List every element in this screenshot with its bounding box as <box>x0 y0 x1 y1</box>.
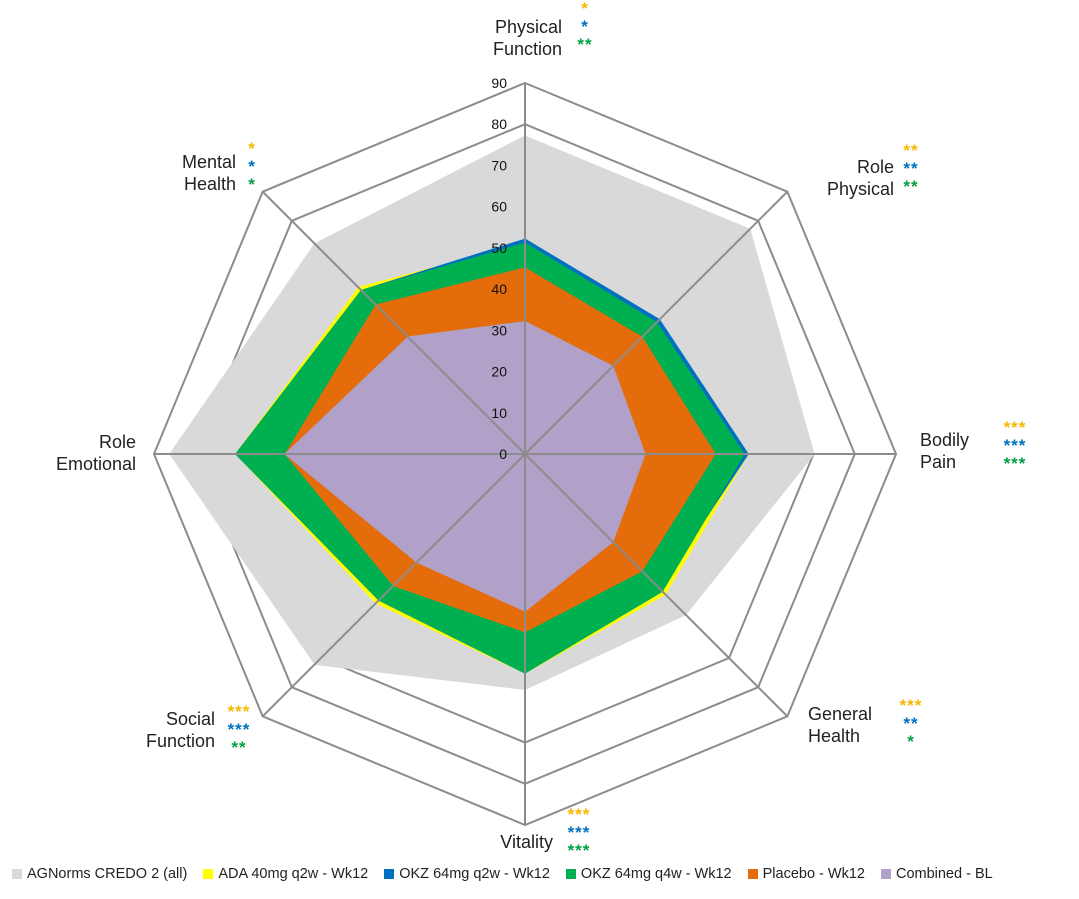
legend-label: ADA 40mg q2w - Wk12 <box>218 866 369 882</box>
significance-bodily-pain-2: *** <box>1004 436 1027 455</box>
significance-social-function-2: *** <box>228 720 251 739</box>
radial-tick-labels: 0 10 20 30 40 50 60 70 80 90 <box>491 75 507 462</box>
spoke-social-function <box>261 453 526 718</box>
legend-swatch <box>12 869 22 879</box>
legend-item-okz-64mg-q4w-wk12: OKZ 64mg q4w - Wk12 <box>565 866 732 882</box>
significance-markers: ****************************************… <box>228 0 1027 860</box>
axis-label-role-emotional: Role Emotional <box>56 432 136 474</box>
legend-swatch <box>747 869 758 879</box>
significance-bodily-pain-1: *** <box>1004 418 1027 437</box>
significance-mental-health-2: * <box>248 157 256 176</box>
tick-label-70: 70 <box>491 157 507 173</box>
legend-swatch <box>384 869 395 879</box>
axis-label-physical-function: Physical Function <box>493 17 562 59</box>
tick-label-50: 50 <box>491 240 507 256</box>
tick-label-30: 30 <box>491 322 507 338</box>
radar-series <box>169 135 815 690</box>
legend-label: OKZ 64mg q2w - Wk12 <box>399 866 550 882</box>
radar-spokes <box>154 83 896 825</box>
significance-vitality-3: *** <box>568 841 591 860</box>
legend-label: Combined - BL <box>895 866 993 882</box>
legend-item-agnorms-credo-2-all: AGNorms CREDO 2 (all) <box>12 866 187 882</box>
tick-label-40: 40 <box>491 281 507 297</box>
legend-label: Placebo - Wk12 <box>762 866 865 882</box>
significance-general-health-3: * <box>907 732 915 751</box>
significance-role-physical-1: ** <box>903 141 918 160</box>
legend-item-combined-bl: Combined - BL <box>880 866 993 882</box>
significance-general-health-1: *** <box>900 696 923 715</box>
significance-vitality-1: *** <box>568 805 591 824</box>
axis-label-social-function: Social Function <box>146 709 215 751</box>
radar-chart: 0 10 20 30 40 50 60 70 80 90 Physical Function Role… <box>56 0 1027 860</box>
axis-label-bodily-pain: Bodily Pain <box>920 430 969 472</box>
axis-label-role-physical: Role Physical <box>827 157 894 199</box>
legend-label: OKZ 64mg q4w - Wk12 <box>580 866 732 882</box>
legend-swatch <box>565 869 576 879</box>
significance-role-physical-3: ** <box>903 177 918 196</box>
legend-label: AGNorms CREDO 2 (all) <box>27 866 188 882</box>
tick-label-0: 0 <box>499 446 507 462</box>
axis-label-general-health: General Health <box>808 704 872 746</box>
legend-swatch <box>880 869 891 879</box>
axis-label-mental-health: Mental Health <box>182 152 236 194</box>
legend-item-placebo-wk12: Placebo - Wk12 <box>747 866 865 882</box>
tick-label-10: 10 <box>491 405 507 421</box>
significance-physical-function-2: * <box>581 17 589 36</box>
significance-mental-health-1: * <box>248 139 256 158</box>
significance-role-physical-2: ** <box>903 159 918 178</box>
axis-label-vitality: Vitality <box>500 832 553 852</box>
significance-vitality-2: *** <box>568 823 591 842</box>
significance-bodily-pain-3: *** <box>1004 454 1027 473</box>
tick-label-80: 80 <box>491 116 507 132</box>
significance-physical-function-3: ** <box>577 35 592 54</box>
spoke-general-health <box>524 453 789 718</box>
legend-item-okz-64mg-q2w-wk12: OKZ 64mg q2w - Wk12 <box>384 866 550 882</box>
significance-mental-health-3: * <box>248 175 256 194</box>
axis-labels: Physical Function Role Physical Bodily Pain Ge… <box>56 17 969 852</box>
spoke-role-physical <box>524 190 789 455</box>
significance-social-function-3: ** <box>231 738 246 757</box>
tick-label-90: 90 <box>491 75 507 91</box>
legend-swatch <box>203 869 214 879</box>
tick-label-20: 20 <box>491 364 507 380</box>
significance-physical-function-1: * <box>581 0 589 18</box>
spoke-mental-health <box>261 190 526 455</box>
significance-social-function-1: *** <box>228 702 251 721</box>
significance-general-health-2: ** <box>903 714 918 733</box>
legend-item-ada-40mg-q2w-wk12: ADA 40mg q2w - Wk12 <box>203 866 368 882</box>
chart-legend: AGNorms CREDO 2 (all) ADA 40mg q2w - Wk12… <box>12 863 993 885</box>
tick-label-60: 60 <box>491 199 507 215</box>
